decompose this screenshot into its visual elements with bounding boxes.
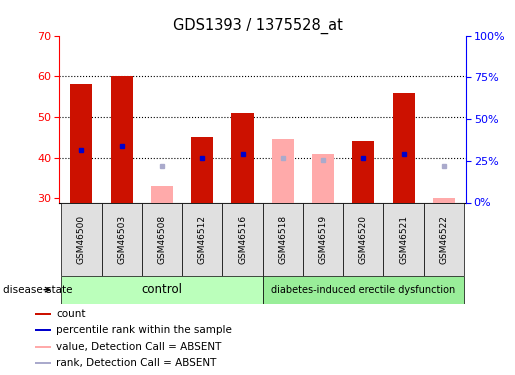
Bar <box>35 362 52 364</box>
Bar <box>71 84 93 203</box>
Bar <box>222 202 263 276</box>
Bar <box>182 202 222 276</box>
Bar <box>303 202 343 276</box>
Text: rank, Detection Call = ABSENT: rank, Detection Call = ABSENT <box>56 358 216 368</box>
Bar <box>352 141 374 202</box>
Text: value, Detection Call = ABSENT: value, Detection Call = ABSENT <box>56 342 221 352</box>
Bar <box>111 76 133 203</box>
Bar <box>35 329 52 331</box>
Text: GSM46519: GSM46519 <box>319 214 328 264</box>
Bar <box>151 186 173 202</box>
Bar <box>101 202 142 276</box>
Bar <box>343 202 384 276</box>
Text: GSM46521: GSM46521 <box>399 214 408 264</box>
Text: GSM46516: GSM46516 <box>238 214 247 264</box>
Bar <box>424 202 464 276</box>
Text: GSM46508: GSM46508 <box>158 214 166 264</box>
Bar <box>61 202 101 276</box>
Text: count: count <box>56 309 85 319</box>
Bar <box>433 198 455 202</box>
Text: GDS1393 / 1375528_at: GDS1393 / 1375528_at <box>173 18 342 34</box>
Text: percentile rank within the sample: percentile rank within the sample <box>56 325 232 335</box>
Bar <box>392 93 415 202</box>
Bar <box>272 140 294 202</box>
Text: control: control <box>142 283 182 296</box>
Bar <box>35 313 52 315</box>
Bar <box>191 137 213 202</box>
Bar <box>61 276 263 304</box>
Text: GSM46522: GSM46522 <box>439 214 449 264</box>
Text: GSM46520: GSM46520 <box>359 214 368 264</box>
Bar <box>263 202 303 276</box>
Text: GSM46518: GSM46518 <box>278 214 287 264</box>
Text: diabetes-induced erectile dysfunction: diabetes-induced erectile dysfunction <box>271 285 455 295</box>
Text: GSM46503: GSM46503 <box>117 214 126 264</box>
Text: GSM46500: GSM46500 <box>77 214 86 264</box>
Text: GSM46512: GSM46512 <box>198 214 207 264</box>
Bar <box>384 202 424 276</box>
Bar <box>312 154 334 203</box>
Bar <box>231 113 253 202</box>
Bar <box>35 346 52 348</box>
Bar <box>263 276 464 304</box>
Bar <box>142 202 182 276</box>
Text: disease state: disease state <box>3 285 72 295</box>
